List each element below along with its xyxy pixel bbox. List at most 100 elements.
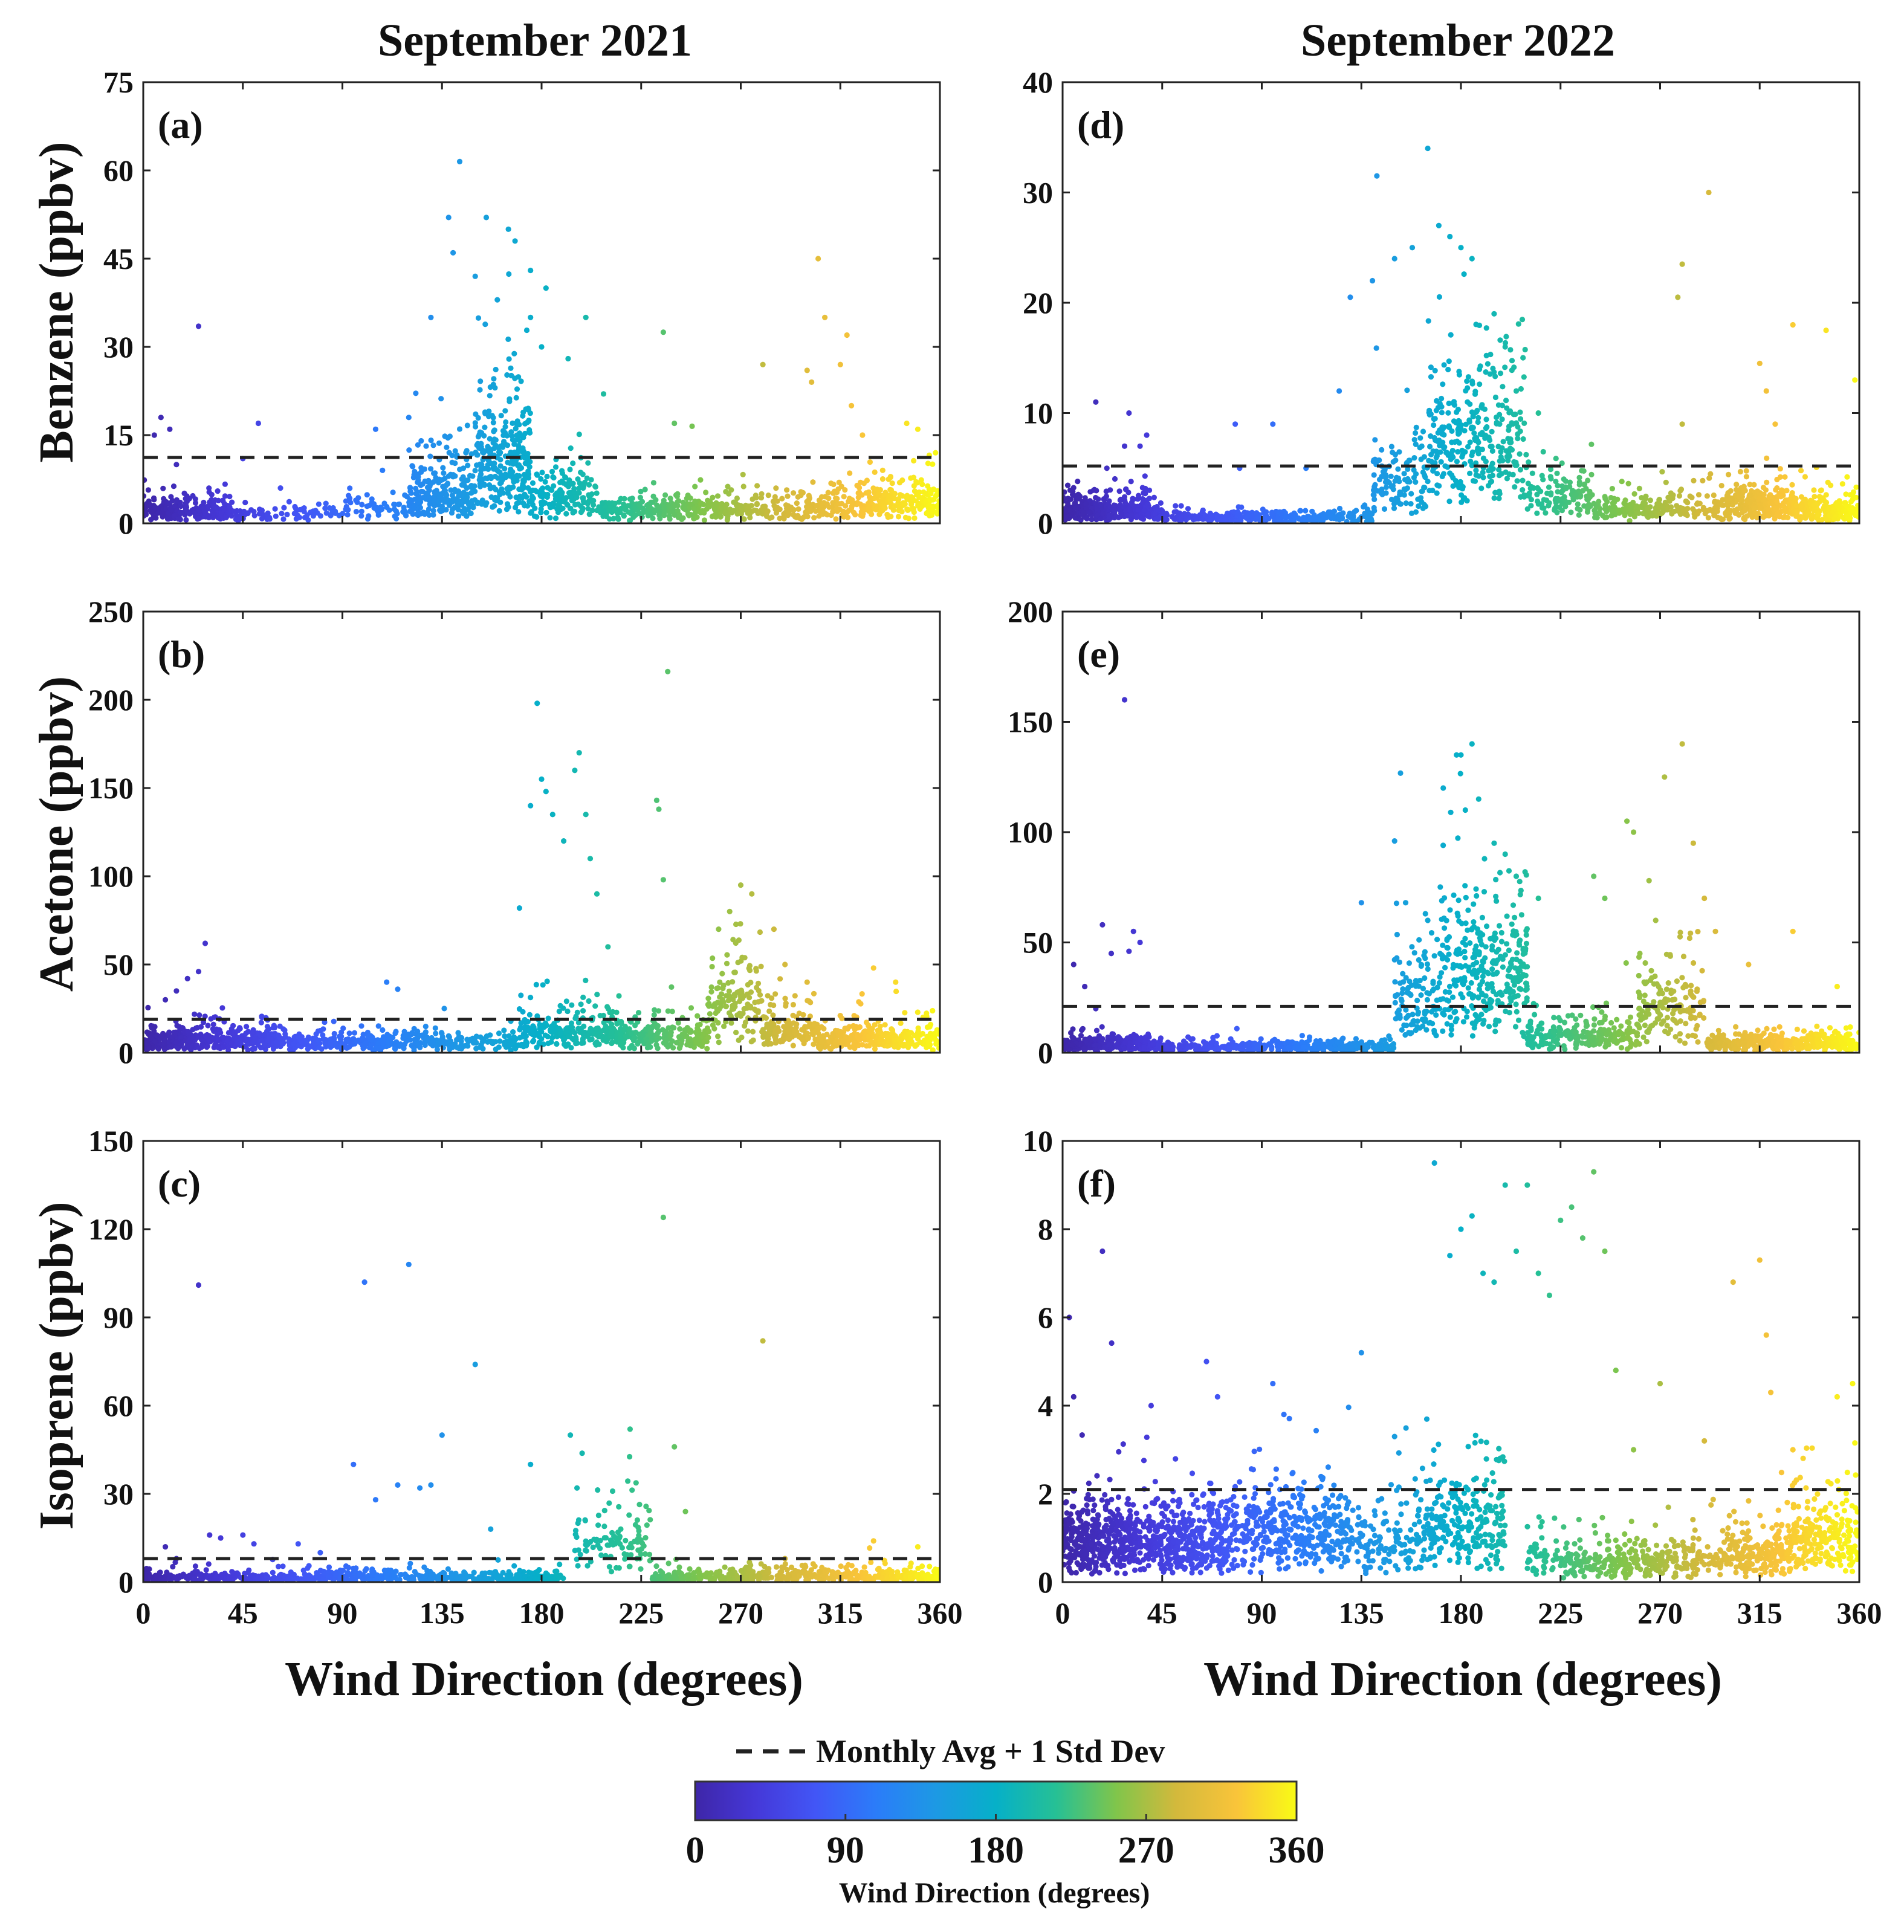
data-point	[474, 442, 480, 448]
data-point	[259, 1013, 265, 1019]
data-point	[600, 1028, 606, 1034]
data-point	[299, 1039, 305, 1045]
data-point	[694, 514, 700, 520]
data-point	[805, 1577, 811, 1582]
data-point	[354, 499, 360, 505]
data-point	[653, 507, 659, 513]
data-point	[728, 1570, 734, 1576]
data-point	[742, 1019, 748, 1026]
data-point	[416, 497, 423, 503]
data-point	[508, 429, 514, 435]
data-point	[430, 442, 436, 448]
data-point	[321, 1578, 327, 1582]
data-point	[652, 1007, 658, 1013]
data-point	[570, 1029, 577, 1035]
data-point	[585, 506, 591, 512]
data-point	[222, 481, 228, 487]
data-point	[221, 500, 227, 507]
data-point	[501, 1027, 507, 1033]
data-point	[682, 1027, 688, 1033]
data-point	[184, 975, 190, 981]
data-point	[273, 513, 279, 519]
data-point	[551, 474, 557, 481]
data-point	[888, 514, 894, 520]
data-point	[772, 494, 778, 500]
data-point	[563, 511, 569, 517]
data-point	[512, 1045, 518, 1051]
data-point	[151, 515, 157, 521]
data-point	[745, 1028, 751, 1034]
data-point	[831, 488, 838, 494]
data-point	[923, 491, 929, 497]
data-point	[879, 467, 886, 473]
data-point	[925, 460, 931, 467]
data-point	[644, 510, 650, 516]
data-point	[822, 1567, 828, 1573]
data-point	[560, 505, 566, 511]
data-point	[804, 367, 810, 373]
data-point	[281, 505, 287, 511]
data-point	[779, 1568, 785, 1575]
data-point	[609, 1034, 615, 1040]
data-point	[728, 1020, 734, 1026]
data-point	[510, 1029, 516, 1035]
data-point	[169, 507, 175, 513]
data-point	[375, 1040, 381, 1046]
data-point	[534, 1576, 540, 1582]
data-point	[346, 1030, 352, 1036]
data-point	[551, 483, 557, 489]
data-point	[748, 1003, 754, 1009]
data-point	[565, 1008, 571, 1015]
data-point	[250, 1572, 256, 1578]
data-point	[555, 508, 562, 514]
data-point	[340, 1026, 346, 1032]
data-point	[530, 1023, 536, 1029]
data-point	[222, 493, 228, 499]
data-point	[893, 988, 899, 995]
data-point	[295, 1541, 301, 1547]
data-point	[345, 506, 351, 513]
data-point	[225, 1044, 231, 1050]
data-point	[380, 1041, 386, 1047]
data-point	[358, 513, 364, 519]
data-point	[602, 1035, 608, 1041]
data-point	[912, 1032, 918, 1039]
data-point	[618, 505, 624, 512]
data-point	[882, 492, 888, 498]
data-point	[456, 513, 462, 519]
data-point	[726, 1010, 733, 1016]
data-point	[497, 1038, 503, 1044]
data-point	[888, 1572, 894, 1578]
data-point	[206, 1561, 212, 1567]
data-point	[529, 480, 536, 486]
data-point	[299, 1034, 305, 1040]
data-point	[143, 477, 147, 483]
data-point	[842, 1026, 848, 1032]
data-point	[737, 998, 743, 1004]
data-point	[306, 1044, 312, 1050]
data-point	[461, 465, 467, 471]
data-point	[709, 964, 715, 970]
data-point	[272, 506, 278, 512]
data-point	[552, 464, 559, 470]
data-point	[429, 1035, 435, 1041]
data-point	[436, 440, 442, 447]
data-point	[616, 1565, 622, 1571]
data-point	[934, 511, 940, 517]
data-point	[768, 1041, 774, 1047]
data-point	[1064, 482, 1071, 488]
data-point	[711, 1577, 717, 1582]
data-point	[800, 1037, 806, 1043]
xtick-label: 360	[918, 1596, 963, 1630]
data-point	[540, 1022, 547, 1028]
data-point	[777, 1039, 783, 1045]
data-point	[490, 1039, 496, 1045]
data-point	[506, 356, 512, 362]
data-point	[643, 1504, 649, 1510]
data-point	[549, 1035, 555, 1041]
data-point	[240, 1532, 246, 1538]
data-point	[763, 1568, 769, 1574]
data-point	[395, 1482, 401, 1488]
data-point	[407, 497, 413, 503]
